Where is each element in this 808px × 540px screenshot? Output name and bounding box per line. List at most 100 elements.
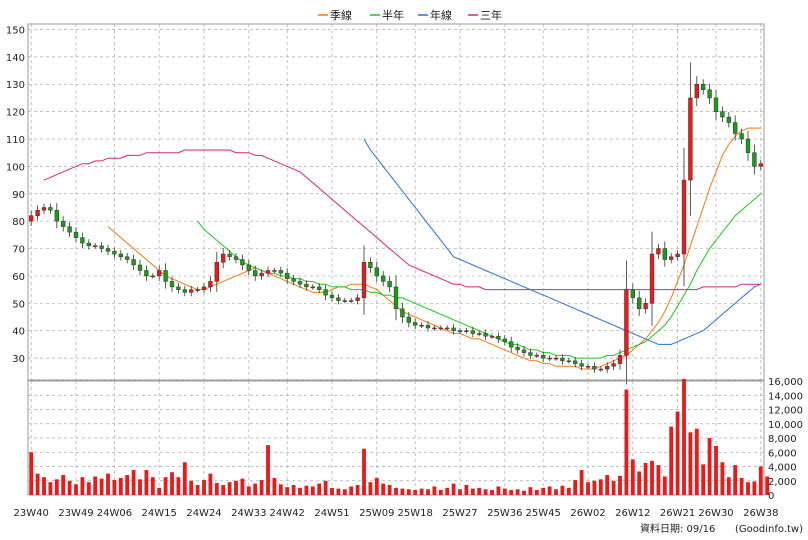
candle-body [137,264,143,271]
candle-body [265,270,271,274]
volume-bar [336,488,341,495]
candle-body [105,248,111,252]
volume-bar [598,479,603,495]
candle-body [125,256,130,260]
volume-axis: 0 2,000 4,000 6,000 8,000 10,000 12,000 14,000 1… [768,377,803,502]
price-tick-label: 100 [6,162,25,173]
volume-bar [586,482,590,495]
candle-body [317,286,322,290]
volume-bar [291,485,296,495]
x-tick-label: 25W27 [442,508,477,519]
candle-body [464,330,469,332]
volume-bar [554,489,558,495]
candle-body [457,330,463,332]
candle-body [419,324,424,327]
candle-body [528,352,533,356]
volume-bar [67,480,72,495]
volume-bar [477,487,482,495]
volume-bar [221,485,226,495]
volume-bar [413,490,418,495]
candle-body [675,253,680,258]
candle-body [451,327,456,331]
candle-body [310,286,315,289]
volume-bar [227,482,232,495]
volume-bar [547,486,552,495]
volume-bar [579,470,584,495]
volume-bar [138,479,142,495]
volume-bar [573,480,578,495]
candle-body [61,220,66,227]
volume-bar [259,480,264,495]
candle-body [483,333,488,337]
candle-body [579,363,584,367]
x-tick-label: 25W45 [526,508,561,519]
candle-body [534,355,539,357]
volume-bar [214,482,219,495]
volume-bar [496,486,501,495]
candle-body [144,270,149,277]
volume-bar [74,484,78,495]
x-axis: 23W40 23W49 24W06 24W15 24W24 24W33 24W42 24W51… [14,508,779,519]
candle-body [355,297,360,301]
volume-bar [432,486,437,495]
candle-body [413,322,418,326]
volume-tick-label: 10,000 [768,420,803,431]
candle-body [553,357,559,360]
volume-bar [400,488,405,495]
x-tick-label: 26W21 [660,508,695,519]
volume-bar [458,489,462,495]
volume-bar [618,475,622,495]
candle-body [195,289,200,291]
candle-body [726,116,731,123]
volume-bar [285,487,290,495]
candle-body [713,97,719,112]
volume-bar [86,482,91,495]
candle-body [112,251,117,255]
candle-body [29,215,34,222]
candle-body [393,286,399,310]
candle-body [131,259,136,266]
price-tick-label: 50 [12,299,25,310]
candle-body [227,253,232,258]
volume-bar [675,411,680,495]
price-tick-label: 90 [12,190,25,201]
volume-bar [266,445,270,495]
candle-body [592,366,597,370]
candle-body [381,275,386,282]
price-tick-label: 110 [6,135,25,146]
volume-bar [240,478,245,495]
candle-body [176,286,181,290]
candle-body [35,209,40,216]
volume-bar [707,438,712,495]
candle-body [67,226,72,233]
candle-body [272,270,277,272]
candle-body [41,207,47,211]
price-axis: 30 40 50 60 70 80 90 100 110 120 130 140 150 [6,25,25,365]
volume-bar [445,487,450,495]
legend-label: 年線 [430,8,452,22]
volume-bar [438,490,443,495]
candle-body [214,261,219,282]
volume-bar [726,477,731,495]
candle-body [240,259,245,266]
volume-tick-label: 12,000 [768,406,803,417]
legend-label: 半年 [382,8,404,22]
x-tick-label: 26W38 [743,508,778,519]
volume-bar [522,490,526,495]
volume-bar [611,480,616,495]
candle-body [93,245,98,248]
candle-body [547,357,552,360]
candle-body [509,341,514,348]
x-tick-label: 26W30 [698,508,733,519]
candle-body [233,256,239,260]
volume-bar [758,466,763,495]
candle-body [489,335,495,338]
volume-tick-label: 4,000 [768,463,797,474]
legend-label: 三年 [480,8,502,22]
x-tick-label: 23W49 [58,508,93,519]
candle-body [477,333,482,335]
x-tick-label: 24W51 [314,508,349,519]
volume-bar [720,462,725,495]
volume-bar [694,428,699,495]
x-tick-label: 25W18 [398,508,433,519]
